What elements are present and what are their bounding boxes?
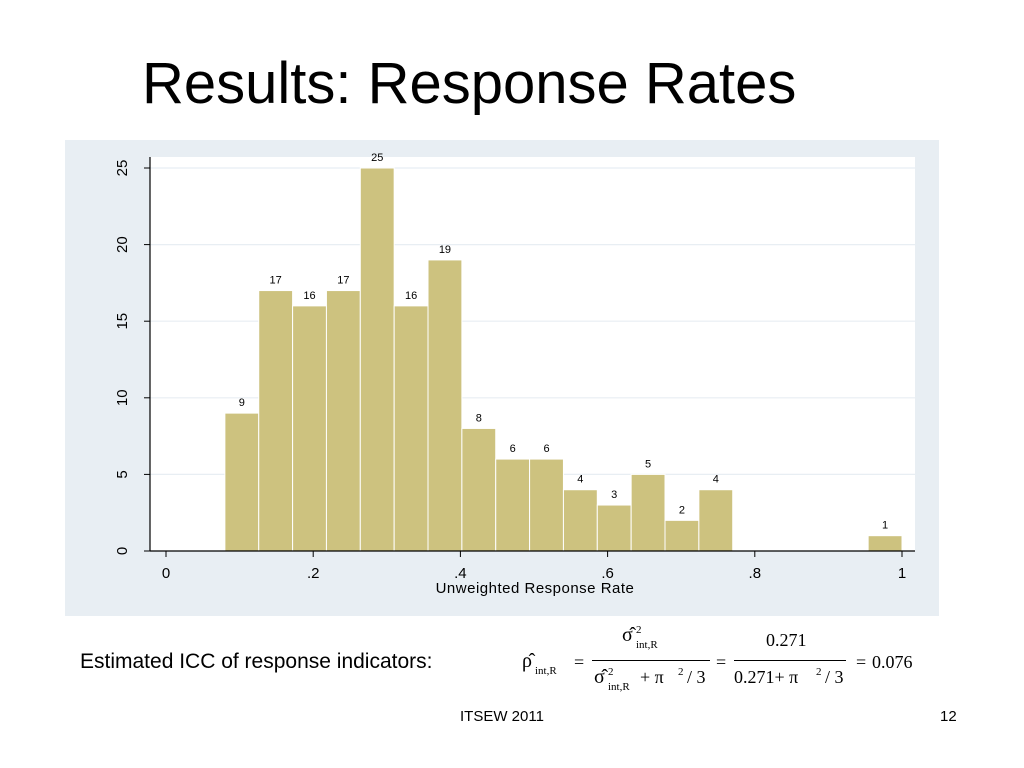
bars — [224, 167, 903, 552]
y-tick-label-2: 10 — [114, 389, 131, 406]
formula-den2: 0.271+ π — [734, 667, 799, 687]
formula-num-sup: 2 — [636, 624, 642, 636]
bar-15 — [867, 535, 903, 552]
bar-0 — [224, 412, 260, 552]
bar-3 — [325, 290, 361, 552]
formula-rho-sub: int,R — [535, 665, 557, 677]
bar-8 — [495, 458, 531, 552]
icc-formula: ρ̂ int,R = σ̂ 2 int,R σ̂ 2 int,R + π 2 /… — [512, 622, 932, 698]
histogram-chart: 9 17 16 17 25 16 19 8 6 6 4 3 5 2 4 1 0 .2 .4 .6 .8 1 0 5 10 15… — [65, 140, 939, 616]
bar-7 — [461, 427, 497, 552]
bar-label-7: 8 — [476, 412, 482, 424]
formula-eq-3: = — [856, 652, 867, 672]
formula-num-sigma: σ̂ — [622, 624, 633, 646]
footer-text: ITSEW 2011 — [460, 708, 544, 725]
formula-den-sub: int,R — [608, 681, 630, 693]
formula-den-sup: 2 — [608, 666, 614, 678]
bar-label-5: 16 — [405, 290, 417, 302]
formula-den-sigma: σ̂ — [594, 666, 605, 688]
formula-frac-line-2 — [734, 660, 846, 661]
y-ticks: 0 5 10 15 20 25 — [114, 160, 150, 555]
bar-12 — [630, 473, 666, 552]
formula-den2-div: / 3 — [825, 667, 844, 687]
formula-num2: 0.271 — [766, 630, 807, 650]
x-axis-label: Unweighted Response Rate — [436, 580, 635, 597]
x-tick-label-2: .4 — [454, 565, 467, 582]
formula-den-rest: + π — [640, 667, 664, 687]
formula-num-sub: int,R — [636, 639, 658, 651]
bar-label-3: 17 — [337, 275, 349, 287]
y-tick-label-1: 5 — [114, 470, 131, 478]
bar-label-9: 6 — [543, 443, 549, 455]
bar-4 — [359, 167, 395, 552]
x-tick-label-5: 1 — [898, 565, 906, 582]
bar-9 — [529, 458, 564, 552]
bar-label-13: 2 — [679, 504, 685, 516]
bar-11 — [596, 504, 632, 552]
formula-eq-1: = — [574, 652, 585, 672]
bar-6 — [427, 259, 463, 552]
bar-label-11: 3 — [611, 489, 617, 501]
bar-label-15: 1 — [882, 520, 888, 532]
bar-10 — [562, 489, 598, 552]
x-tick-label-3: .6 — [601, 565, 614, 582]
bar-label-0: 9 — [239, 397, 245, 409]
bar-label-10: 4 — [577, 474, 583, 486]
bar-label-6: 19 — [439, 244, 451, 256]
bar-label-4: 25 — [371, 152, 383, 164]
formula-frac-line-1 — [592, 660, 710, 661]
bar-1 — [258, 290, 294, 552]
formula-rho: ρ̂ — [522, 650, 532, 672]
x-tick-label-1: .2 — [307, 565, 320, 582]
slide-title: Results: Response Rates — [142, 51, 797, 116]
bar-13 — [664, 519, 700, 552]
bar-label-1: 17 — [270, 275, 282, 287]
bar-14 — [698, 489, 734, 552]
y-tick-label-5: 25 — [114, 160, 131, 177]
axes — [149, 157, 915, 552]
bar-labels: 9 17 16 17 25 16 19 8 6 6 4 3 5 2 4 1 — [239, 152, 888, 532]
bar-label-12: 5 — [645, 458, 651, 470]
formula-den-pi-sup: 2 — [678, 666, 684, 678]
bar-2 — [292, 305, 327, 552]
bar-label-14: 4 — [713, 474, 719, 486]
formula-den2-sup: 2 — [816, 666, 822, 678]
bar-label-2: 16 — [303, 290, 315, 302]
formula-eq-2: = — [716, 652, 727, 672]
x-tick-label-0: 0 — [162, 565, 170, 582]
formula-den-div: / 3 — [687, 667, 706, 687]
formula-result: 0.076 — [872, 652, 913, 672]
page-number: 12 — [940, 708, 957, 725]
y-tick-label-0: 0 — [114, 547, 131, 555]
icc-label: Estimated ICC of response indicators: — [80, 650, 433, 673]
bar-5 — [393, 305, 429, 552]
y-tick-label-4: 20 — [114, 236, 131, 253]
bar-label-8: 6 — [510, 443, 516, 455]
x-tick-label-4: .8 — [749, 565, 762, 582]
x-ticks: 0 .2 .4 .6 .8 1 — [162, 551, 906, 582]
y-tick-label-3: 15 — [114, 313, 131, 330]
